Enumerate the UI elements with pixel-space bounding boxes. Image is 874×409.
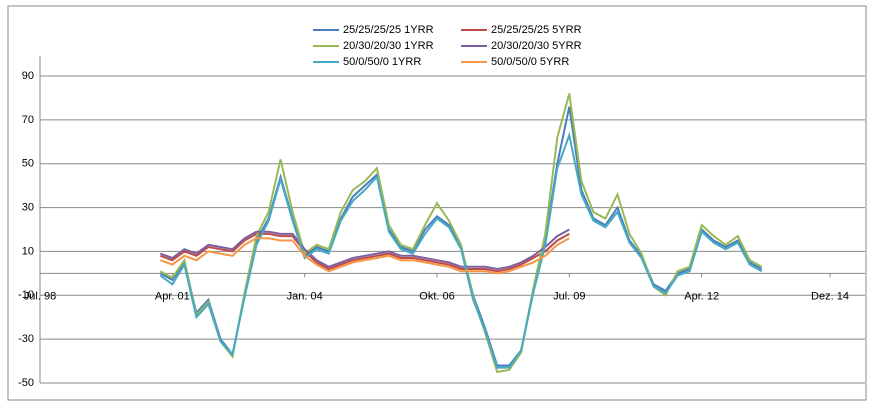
x-tick-label: Dez. 14 <box>811 290 849 302</box>
legend-label: 25/25/25/25 5YRR <box>491 24 582 36</box>
series-line <box>159 131 763 369</box>
legend-label: 20/30/20/30 5YRR <box>491 40 582 52</box>
x-tick-label: Apr. 12 <box>684 290 719 302</box>
y-tick-label: -30 <box>18 333 34 345</box>
series-line <box>159 228 570 271</box>
y-tick-label: 10 <box>22 245 34 257</box>
x-tick-label: Jan. 04 <box>287 290 323 302</box>
y-tick-label: -50 <box>18 377 34 389</box>
legend-label: 20/30/20/30 1YRR <box>343 40 434 52</box>
x-tick-label: Jul. 98 <box>24 290 56 302</box>
legend-label: 25/25/25/25 1YRR <box>343 24 434 36</box>
x-tick-label: Apr. 01 <box>155 290 190 302</box>
series-line <box>159 237 570 275</box>
y-tick-label: -10 <box>18 289 34 301</box>
legend-label: 50/0/50/0 5YRR <box>491 56 569 68</box>
legend-label: 50/0/50/0 1YRR <box>343 56 421 68</box>
x-tick-label: Jul. 09 <box>553 290 585 302</box>
x-tick-label: Okt. 06 <box>419 290 454 302</box>
y-tick-label: 70 <box>22 114 34 126</box>
y-tick-label: 90 <box>22 70 34 82</box>
series-line <box>159 93 763 374</box>
y-tick-label: 30 <box>22 201 34 213</box>
series-line <box>159 232 570 273</box>
y-tick-label: 50 <box>22 158 34 170</box>
